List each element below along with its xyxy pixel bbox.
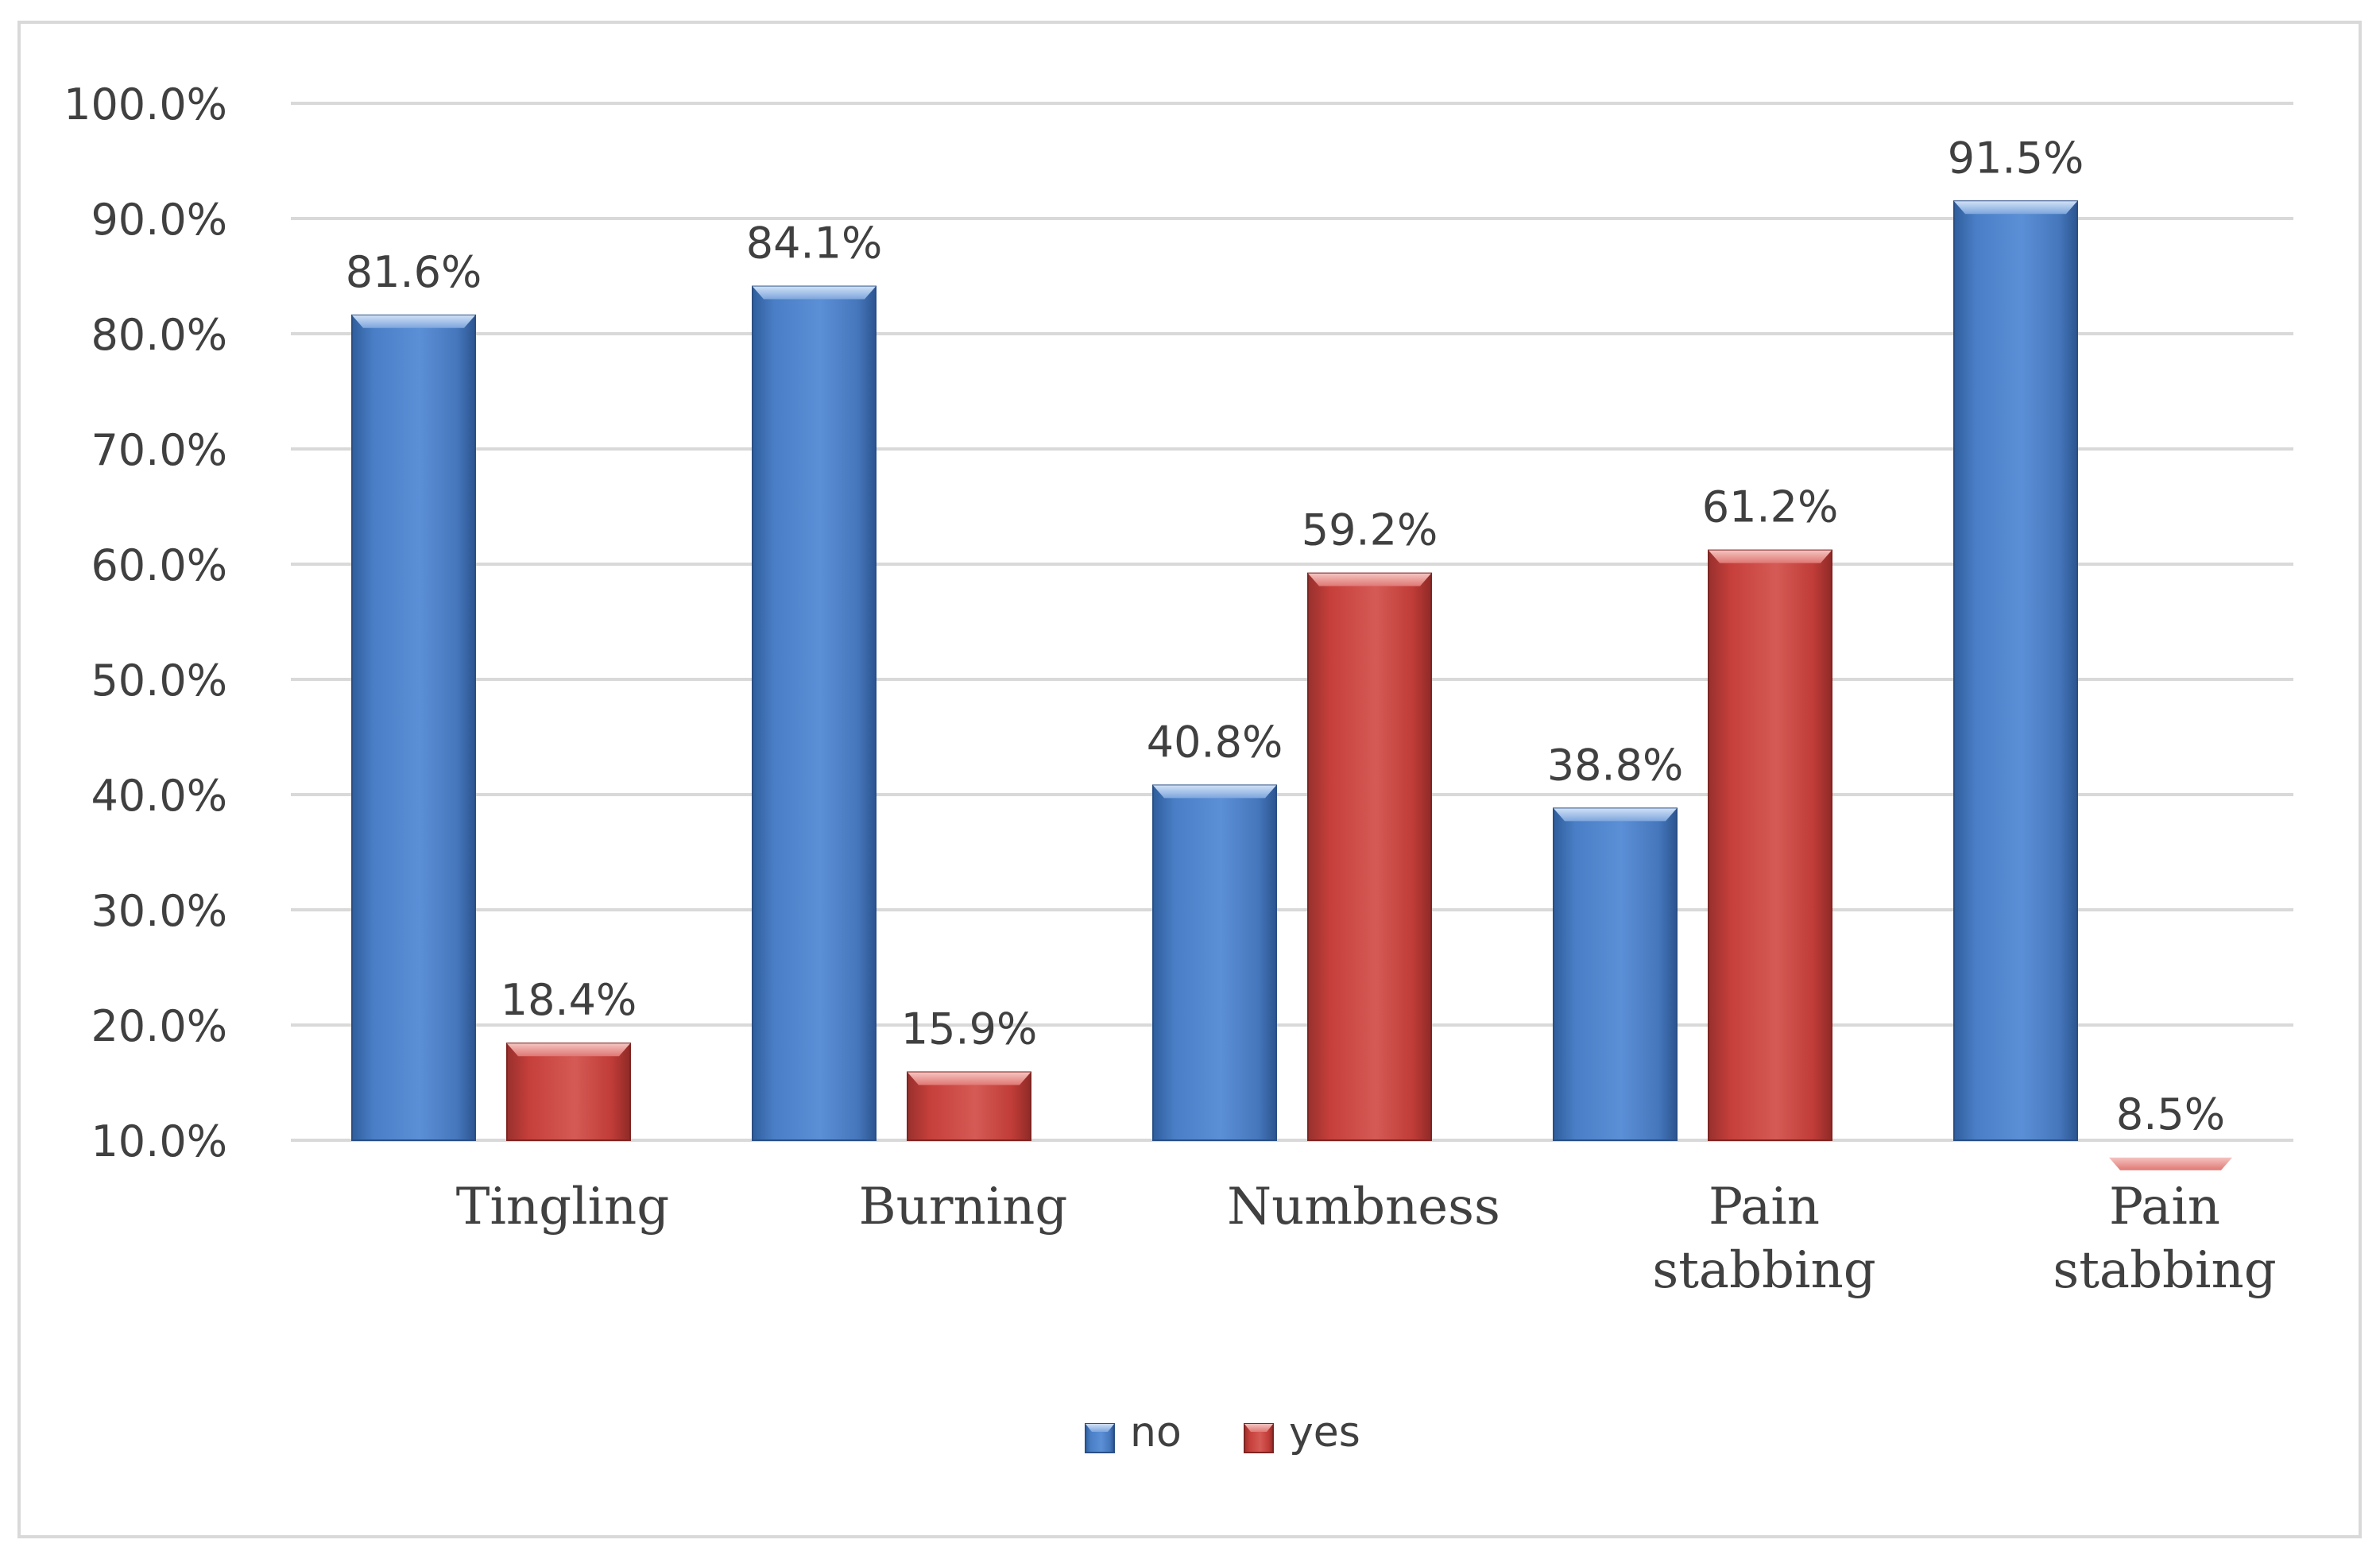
bar-cap-no (1554, 808, 1677, 822)
bar-cap-yes (907, 1072, 1031, 1085)
data-label-yes: 61.2% (1702, 482, 1839, 532)
bars (351, 200, 2232, 1170)
data-label-no: 91.5% (1948, 133, 2084, 183)
bar-cap-yes (1709, 550, 1832, 563)
y-tick-label: 10.0% (91, 1116, 227, 1166)
bar-cap-no (1954, 201, 2077, 215)
bar-yes (1307, 572, 1432, 1141)
legend-label-no: no (1130, 1409, 1182, 1456)
legend-swatch-cap (1244, 1424, 1273, 1432)
data-label-no: 81.6% (346, 247, 482, 297)
legend: no yes (1085, 1409, 1360, 1456)
data-label-yes: 15.9% (901, 1004, 1038, 1054)
y-tick-label: 30.0% (91, 886, 227, 936)
bar-no (1152, 784, 1277, 1142)
legend-swatch-cap (1086, 1424, 1114, 1432)
bar-cap-no (352, 315, 475, 328)
gridlines (291, 102, 2293, 1142)
bar-chart: 10.0% 20.0% 30.0% 40.0% 50.0% 60.0% 70.0% 80.0%… (64, 79, 2293, 1456)
bar-cap-yes (507, 1043, 630, 1057)
bar-cap-yes (1308, 573, 1431, 586)
y-tick-label: 60.0% (91, 540, 227, 590)
y-tick-label: 70.0% (91, 425, 227, 475)
y-tick-label: 90.0% (91, 195, 227, 245)
y-tick-label: 40.0% (91, 771, 227, 821)
x-category-label: Numbness (1227, 1178, 1500, 1236)
bar-cap-no (1153, 785, 1276, 799)
y-tick-label: 20.0% (91, 1001, 227, 1051)
bar-no (1553, 807, 1678, 1142)
y-axis-ticks: 10.0% 20.0% 30.0% 40.0% 50.0% 60.0% 70.0% 80.0%… (64, 79, 227, 1166)
x-category-label: Burning (859, 1178, 1068, 1236)
x-category-label: Tingling (456, 1178, 669, 1236)
bar-cap-no (753, 286, 876, 300)
data-labels: 81.6% 18.4% 84.1% 15.9% 40.8% 59.2% 38.8% 61.2%… (346, 133, 2225, 1139)
data-label-no: 38.8% (1547, 740, 1684, 790)
chart-frame: 10.0% 20.0% 30.0% 40.0% 50.0% 60.0% 70.0% 80.0%… (17, 21, 2362, 1538)
bar-yes (506, 1043, 631, 1141)
data-label-yes: 8.5% (2116, 1089, 2225, 1139)
bar-cap-yes (2109, 1157, 2232, 1170)
x-category-label: Pain stabbing (2053, 1178, 2276, 1300)
data-label-yes: 59.2% (1302, 505, 1438, 555)
x-category-label: Pain stabbing (1652, 1178, 1875, 1300)
data-label-no: 84.1% (746, 219, 883, 269)
data-label-no: 40.8% (1147, 717, 1283, 767)
y-tick-label: 80.0% (91, 310, 227, 360)
data-label-yes: 18.4% (501, 975, 637, 1025)
bar-no (752, 285, 877, 1141)
legend-label-yes: yes (1289, 1409, 1360, 1456)
y-tick-label: 100.0% (64, 79, 227, 130)
x-axis-categories: Tingling Burning Numbness Pain stabbing Pain s… (456, 1178, 2277, 1300)
bar-no (351, 314, 476, 1141)
bar-no (1953, 200, 2078, 1141)
bar-yes (1708, 549, 1832, 1141)
y-tick-label: 50.0% (91, 656, 227, 706)
